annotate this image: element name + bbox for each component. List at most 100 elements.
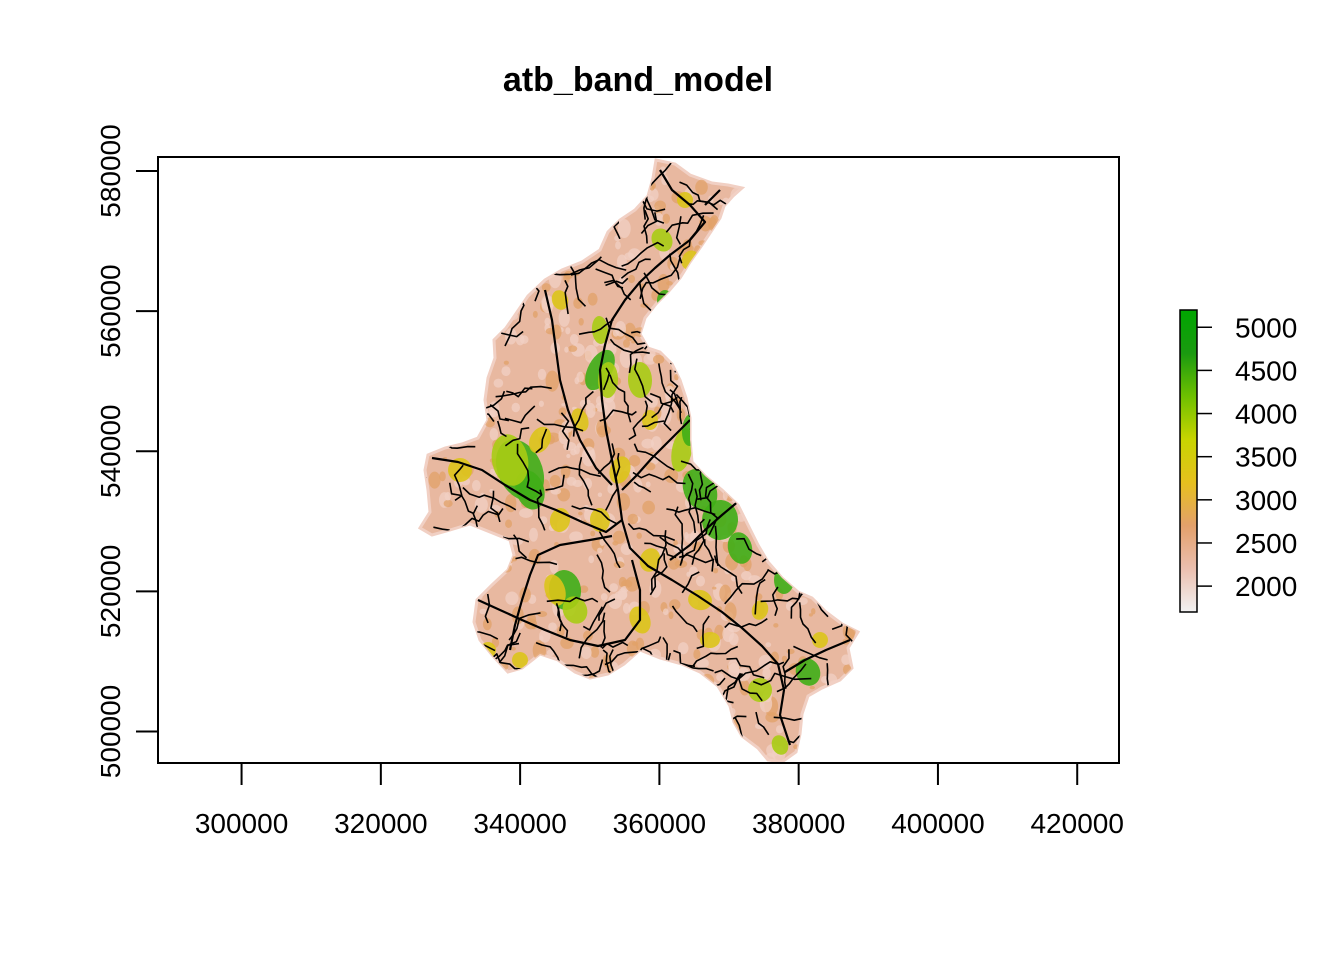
raster-cell [687,751,692,759]
river-tributary [591,182,610,221]
raster-cell [462,167,476,175]
raster-cell [463,716,475,725]
raster-cell [475,752,487,762]
river-tributary [788,460,810,482]
raster-cell [498,704,504,710]
river-tributary [633,481,652,493]
raster-cell [754,380,761,385]
raster-cell [489,735,495,742]
legend-ticks: 2000 2500 3000 3500 4000 4500 5000 [1197,312,1297,602]
raster-cell [548,622,557,632]
raster-patch [562,596,588,624]
river-tributary [604,279,624,289]
raster-cell [798,558,807,570]
river-tributary [570,258,627,276]
raster-cell [752,162,764,179]
raster-cell [746,390,759,407]
raster-cell [585,694,596,700]
raster-cell [437,616,448,631]
raster-cell [442,341,452,350]
raster-cell [832,464,843,475]
raster-cell [728,327,742,342]
raster-cell [452,579,457,586]
raster-cell [566,453,571,459]
raster-cell [517,160,526,170]
raster-cell [617,219,631,238]
raster-cell [539,629,551,643]
y-tick-label: 500000 [95,685,126,778]
raster-cell [850,515,858,527]
raster-cell [657,404,672,426]
raster-cell [771,352,776,356]
raster-cell [557,183,565,190]
river-tributary [671,605,698,633]
river-tributary [769,409,776,446]
raster-cell [575,756,583,762]
raster-cell [698,751,711,760]
river-tributary [755,308,778,327]
river-tributary [678,215,705,264]
raster-cell [812,260,818,266]
raster-cell [436,376,443,385]
river-main [508,534,613,651]
raster-cell [477,738,484,744]
raster-cell [761,165,768,171]
raster-cell [662,608,669,616]
raster-cell [827,206,839,221]
raster-cell [645,462,656,471]
raster-cell [792,548,802,557]
raster-cell [450,372,459,378]
raster-cell [681,356,695,368]
raster-cell [477,207,490,217]
raster-cell [489,488,494,493]
raster-cell [847,696,853,702]
legend: 2000 2500 3000 3500 4000 4500 5000 [1179,309,1297,613]
raster-cell [593,161,604,175]
raster-cell [839,404,853,420]
raster-cell [714,230,726,249]
river-tributary [502,536,530,543]
raster-cell [652,354,665,364]
raster-cell [793,450,799,457]
river-tributary [760,588,802,603]
raster-cell [811,608,816,615]
raster-cell [430,160,440,170]
river-main [669,499,741,561]
raster-cell [443,499,453,508]
raster-cell [520,205,528,214]
river-tributary [477,554,506,574]
raster-cell [423,582,437,602]
raster-cell [448,748,456,756]
raster-cell [459,622,467,633]
raster-cell [800,428,810,440]
raster-cell [455,428,464,439]
raster-cell [736,393,745,402]
raster-cell [609,583,619,592]
raster-cell [435,387,450,399]
raster-cell [572,479,583,488]
raster-cell [468,185,475,195]
raster-cell [716,282,725,288]
raster-cell [831,429,842,437]
raster-cell [524,752,529,759]
raster-cell [825,183,839,193]
raster-cell [573,675,588,696]
raster-cell [508,685,516,692]
raster-cell [464,268,478,280]
raster-cell [836,499,842,504]
river-tributary [535,641,562,668]
river-tributary [829,515,838,541]
raster-cell [783,171,795,183]
raster-cell [568,345,578,352]
raster-cell [700,456,709,466]
raster-cell [601,178,607,185]
raster-cell [787,325,799,337]
raster-cell [636,713,642,720]
raster-cell [849,403,857,414]
raster-cell [739,378,746,388]
raster-cell [844,367,854,382]
raster-cell [836,331,842,339]
raster-patch [688,589,712,611]
raster-cell [790,459,802,475]
raster-cell [435,685,444,698]
